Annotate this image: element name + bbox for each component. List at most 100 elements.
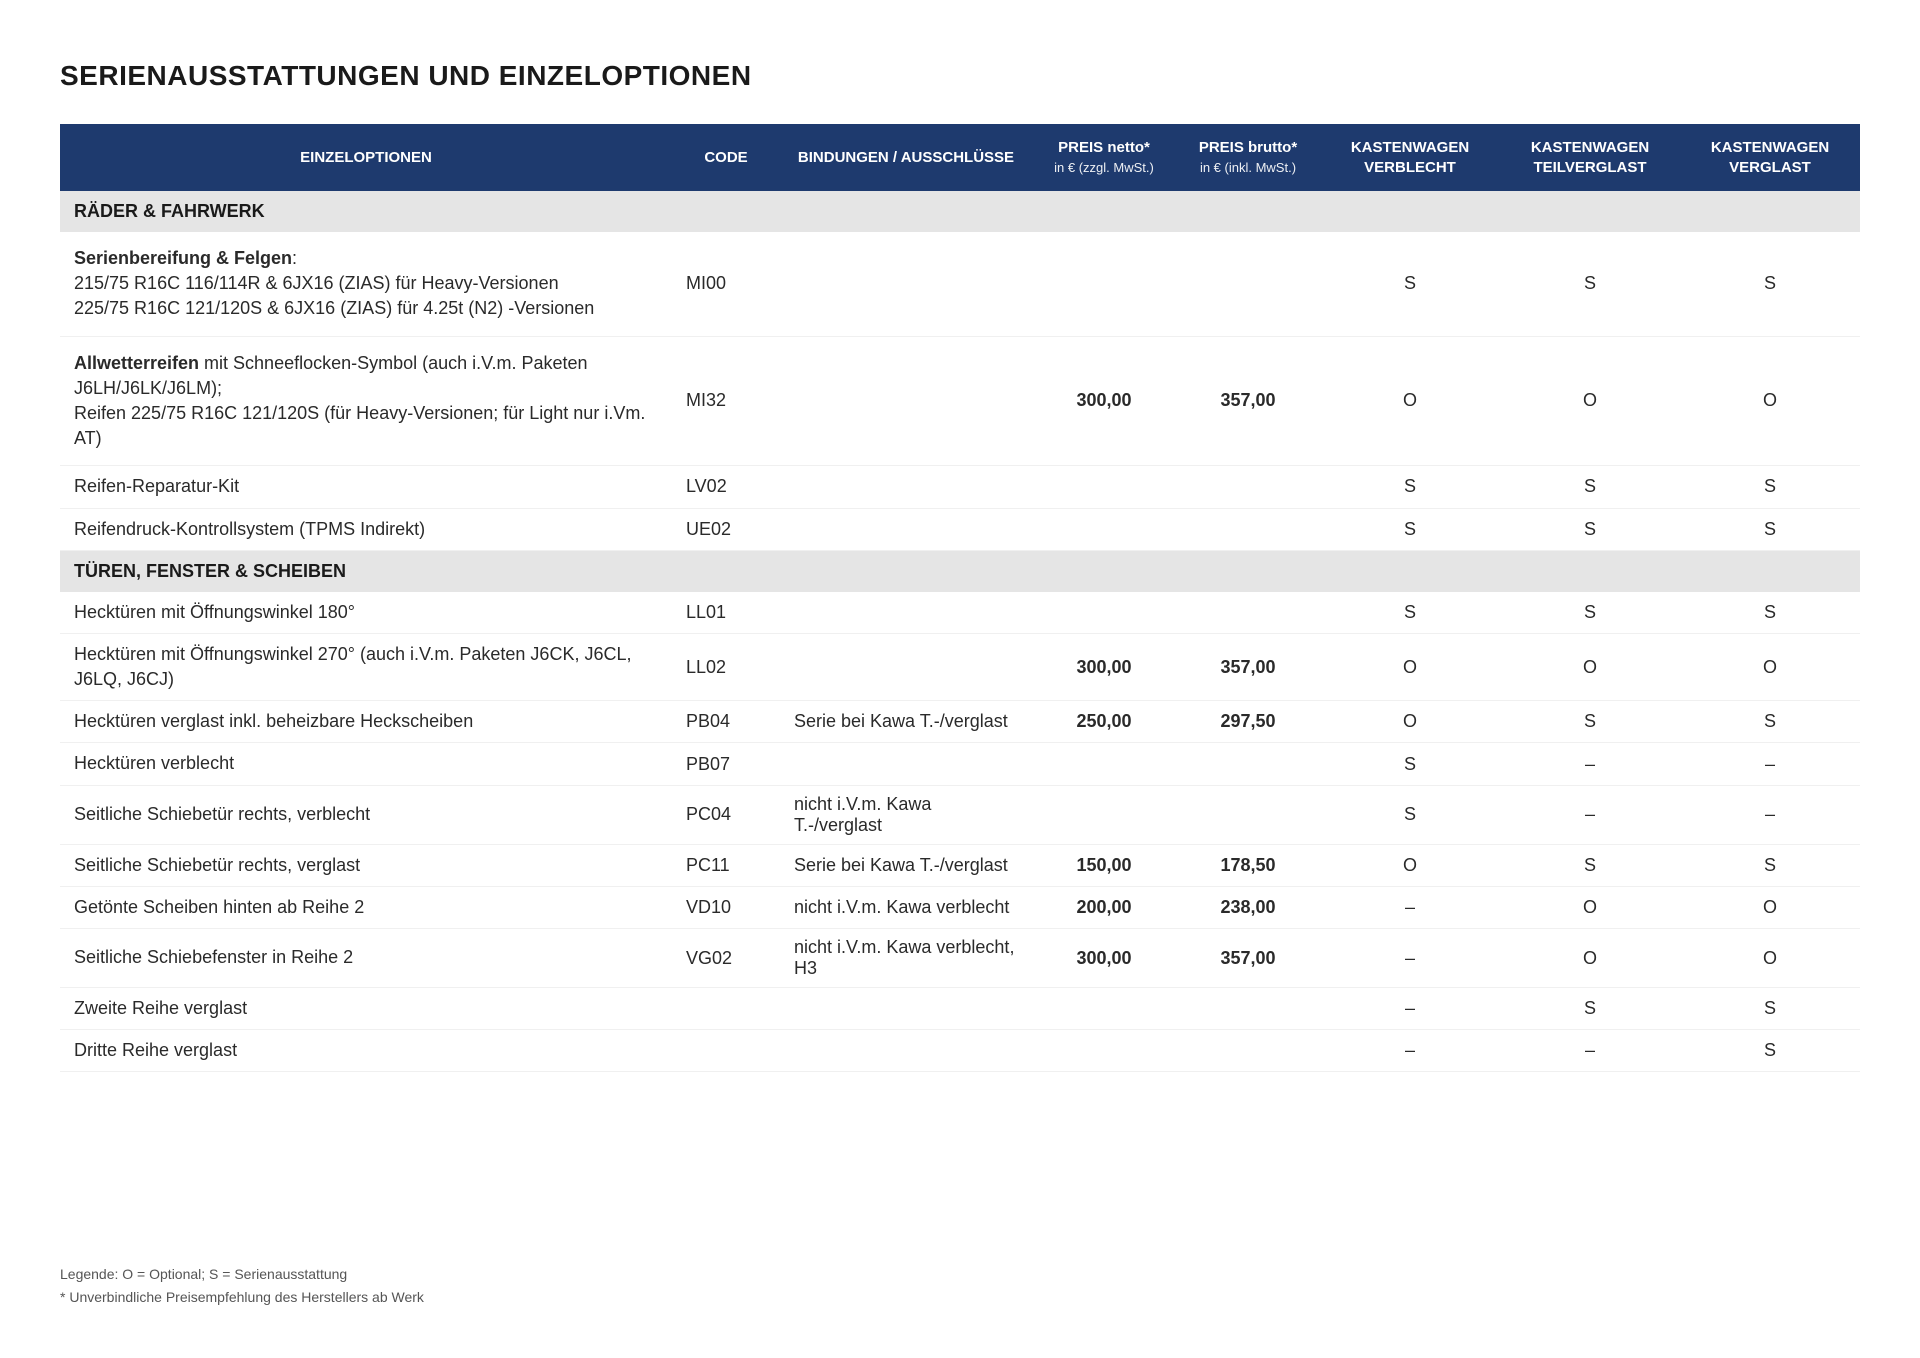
- cell-desc: Seitliche Schiebetür rechts, verglast: [60, 844, 672, 886]
- cell-netto: [1032, 743, 1176, 785]
- table-row: Reifen-Reparatur-Kit LV02 S S S: [60, 466, 1860, 508]
- cell-code: PB07: [672, 743, 780, 785]
- cell-brutto: [1176, 466, 1320, 508]
- cell-brutto: [1176, 743, 1320, 785]
- cell-var3: S: [1680, 232, 1860, 336]
- th-netto: PREIS netto* in € (zzgl. MwSt.): [1032, 124, 1176, 191]
- cell-code: VG02: [672, 929, 780, 988]
- th-brutto: PREIS brutto* in € (inkl. MwSt.): [1176, 124, 1320, 191]
- th-code: CODE: [672, 124, 780, 191]
- cell-var2: O: [1500, 929, 1680, 988]
- cell-code: PB04: [672, 701, 780, 743]
- cell-desc: Hecktüren verglast inkl. beheizbare Heck…: [60, 701, 672, 743]
- table-row: Hecktüren verblecht PB07 S – –: [60, 743, 1860, 785]
- cell-brutto: [1176, 1030, 1320, 1072]
- cell-var3: S: [1680, 988, 1860, 1030]
- cell-bind: [780, 743, 1032, 785]
- cell-var1: S: [1320, 508, 1500, 550]
- cell-netto: [1032, 232, 1176, 336]
- cell-netto: 250,00: [1032, 701, 1176, 743]
- cell-code: MI32: [672, 336, 780, 466]
- table-row: Getönte Scheiben hinten ab Reihe 2 VD10 …: [60, 886, 1860, 928]
- cell-desc: Zweite Reihe verglast: [60, 988, 672, 1030]
- cell-var1: O: [1320, 336, 1500, 466]
- cell-var1: O: [1320, 633, 1500, 700]
- cell-netto: [1032, 988, 1176, 1030]
- table-row: Allwetterreifen mit Schneeflocken-Symbol…: [60, 336, 1860, 466]
- cell-var1: S: [1320, 743, 1500, 785]
- table-header-row: EINZELOPTIONEN CODE BINDUNGEN / AUSSCHLÜ…: [60, 124, 1860, 191]
- cell-var1: S: [1320, 592, 1500, 634]
- cell-var2: O: [1500, 886, 1680, 928]
- cell-var2: O: [1500, 336, 1680, 466]
- cell-var3: –: [1680, 785, 1860, 844]
- th-desc: EINZELOPTIONEN: [60, 124, 672, 191]
- cell-brutto: 178,50: [1176, 844, 1320, 886]
- cell-var2: S: [1500, 701, 1680, 743]
- th-var3: KASTENWAGEN VERGLAST: [1680, 124, 1860, 191]
- cell-desc: Dritte Reihe verglast: [60, 1030, 672, 1072]
- cell-var3: O: [1680, 886, 1860, 928]
- cell-var2: O: [1500, 633, 1680, 700]
- cell-netto: [1032, 466, 1176, 508]
- cell-code: VD10: [672, 886, 780, 928]
- cell-bind: Serie bei Kawa T.-/verglast: [780, 701, 1032, 743]
- page-title: SERIENAUSSTATTUNGEN UND EINZELOPTIONEN: [60, 60, 1860, 92]
- cell-var3: O: [1680, 633, 1860, 700]
- cell-netto: 300,00: [1032, 336, 1176, 466]
- cell-var2: –: [1500, 785, 1680, 844]
- cell-desc: Seitliche Schiebetür rechts, verblecht: [60, 785, 672, 844]
- cell-code: MI00: [672, 232, 780, 336]
- cell-desc: Serienbereifung & Felgen: 215/75 R16C 11…: [60, 232, 672, 336]
- table-row: Seitliche Schiebefenster in Reihe 2 VG02…: [60, 929, 1860, 988]
- cell-bind: [780, 508, 1032, 550]
- cell-bind: nicht i.V.m. Kawa T.-/verglast: [780, 785, 1032, 844]
- th-var1: KASTENWAGEN VERBLECHT: [1320, 124, 1500, 191]
- cell-var1: S: [1320, 232, 1500, 336]
- cell-brutto: 297,50: [1176, 701, 1320, 743]
- cell-var2: S: [1500, 232, 1680, 336]
- cell-desc: Hecktüren mit Öffnungswinkel 270° (auch …: [60, 633, 672, 700]
- cell-netto: 150,00: [1032, 844, 1176, 886]
- legend-line2: * Unverbindliche Preisempfehlung des Her…: [60, 1286, 424, 1308]
- table-row: Seitliche Schiebetür rechts, verblecht P…: [60, 785, 1860, 844]
- cell-var1: –: [1320, 886, 1500, 928]
- cell-var3: O: [1680, 336, 1860, 466]
- section-title: TÜREN, FENSTER & SCHEIBEN: [60, 550, 1860, 592]
- cell-desc: Allwetterreifen mit Schneeflocken-Symbol…: [60, 336, 672, 466]
- cell-bind: nicht i.V.m. Kawa verblecht, H3: [780, 929, 1032, 988]
- table-row: Hecktüren verglast inkl. beheizbare Heck…: [60, 701, 1860, 743]
- cell-brutto: 357,00: [1176, 336, 1320, 466]
- th-netto-sub: in € (zzgl. MwSt.): [1042, 160, 1166, 177]
- cell-brutto: [1176, 785, 1320, 844]
- cell-code: PC11: [672, 844, 780, 886]
- cell-var3: –: [1680, 743, 1860, 785]
- cell-var3: S: [1680, 844, 1860, 886]
- desc-bold: Allwetterreifen: [74, 353, 199, 373]
- section-title: RÄDER & FAHRWERK: [60, 191, 1860, 232]
- cell-bind: [780, 1030, 1032, 1072]
- cell-var3: S: [1680, 592, 1860, 634]
- cell-code: LL02: [672, 633, 780, 700]
- cell-var2: S: [1500, 508, 1680, 550]
- cell-bind: Serie bei Kawa T.-/verglast: [780, 844, 1032, 886]
- cell-bind: [780, 988, 1032, 1030]
- cell-var1: O: [1320, 844, 1500, 886]
- cell-brutto: 357,00: [1176, 633, 1320, 700]
- th-brutto-sub: in € (inkl. MwSt.): [1186, 160, 1310, 177]
- cell-var1: O: [1320, 701, 1500, 743]
- table-row: Dritte Reihe verglast – – S: [60, 1030, 1860, 1072]
- cell-var3: S: [1680, 508, 1860, 550]
- cell-var1: –: [1320, 929, 1500, 988]
- options-table: EINZELOPTIONEN CODE BINDUNGEN / AUSSCHLÜ…: [60, 124, 1860, 1072]
- table-row: Serienbereifung & Felgen: 215/75 R16C 11…: [60, 232, 1860, 336]
- cell-code: [672, 988, 780, 1030]
- cell-desc: Reifendruck-Kontrollsystem (TPMS Indirek…: [60, 508, 672, 550]
- th-netto-main: PREIS netto*: [1058, 139, 1150, 156]
- cell-bind: [780, 232, 1032, 336]
- cell-var1: –: [1320, 988, 1500, 1030]
- cell-netto: [1032, 1030, 1176, 1072]
- table-row: Zweite Reihe verglast – S S: [60, 988, 1860, 1030]
- cell-bind: [780, 592, 1032, 634]
- section-header: TÜREN, FENSTER & SCHEIBEN: [60, 550, 1860, 592]
